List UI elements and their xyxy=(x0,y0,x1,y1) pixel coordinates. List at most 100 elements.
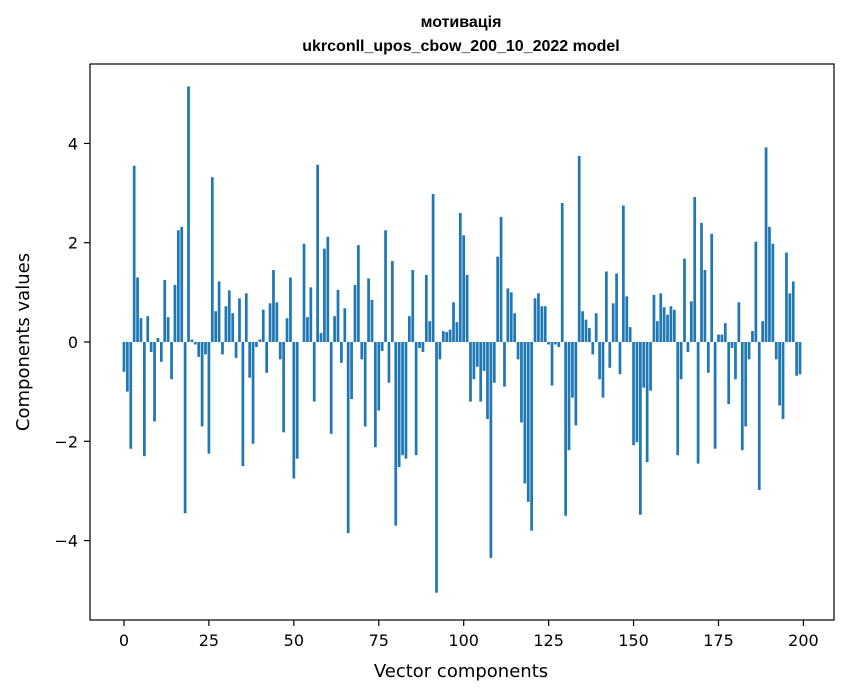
bar xyxy=(350,342,353,400)
bar xyxy=(268,303,272,342)
y-tick-label: 2 xyxy=(68,234,78,253)
bar xyxy=(730,342,734,348)
bar xyxy=(757,342,761,490)
bar xyxy=(747,342,751,360)
bar xyxy=(686,342,690,352)
y-axis-ticks: −4 −2 0 2 4 xyxy=(54,134,90,551)
bar xyxy=(496,256,500,342)
bar xyxy=(591,342,595,355)
bar xyxy=(272,270,275,342)
bar xyxy=(683,258,686,342)
bar xyxy=(340,342,343,363)
x-tick-label: 0 xyxy=(119,631,129,650)
bar xyxy=(676,342,680,456)
bar xyxy=(706,342,710,373)
bar xyxy=(214,311,218,342)
bar xyxy=(720,334,724,342)
bar xyxy=(170,342,173,380)
bar xyxy=(632,342,635,446)
bar xyxy=(343,308,347,342)
bar xyxy=(509,292,513,342)
bar xyxy=(533,298,537,342)
bar xyxy=(255,342,258,347)
bar xyxy=(489,342,493,558)
x-tick-label: 175 xyxy=(703,631,734,650)
bar xyxy=(537,293,540,342)
bar xyxy=(713,342,717,449)
bar xyxy=(418,342,421,348)
bar xyxy=(618,342,622,375)
bar xyxy=(139,318,143,342)
bar xyxy=(231,313,235,342)
bar xyxy=(645,342,649,463)
bar xyxy=(479,342,483,402)
bar xyxy=(740,342,744,451)
bar xyxy=(672,309,676,342)
bar xyxy=(727,342,731,405)
bar xyxy=(611,303,615,342)
bar xyxy=(431,194,435,342)
x-tick-label: 75 xyxy=(369,631,389,650)
bar xyxy=(655,321,659,342)
bar xyxy=(574,342,578,426)
bar xyxy=(370,299,374,342)
bar xyxy=(605,271,608,342)
bar xyxy=(679,342,683,380)
bar xyxy=(540,306,544,342)
bar xyxy=(798,342,802,375)
bar xyxy=(598,342,601,380)
bar xyxy=(482,342,486,371)
bar xyxy=(316,164,319,342)
x-tick-label: 50 xyxy=(284,631,304,650)
bar xyxy=(217,281,221,342)
bar xyxy=(530,342,533,531)
bar xyxy=(227,290,231,342)
bar xyxy=(445,332,449,342)
bar xyxy=(751,331,754,342)
bar xyxy=(129,342,133,449)
bar xyxy=(754,241,758,342)
bar xyxy=(622,205,625,342)
bar xyxy=(156,338,160,342)
bar xyxy=(458,212,462,342)
bar xyxy=(363,342,367,427)
bar xyxy=(312,342,316,402)
y-tick-label: 0 xyxy=(68,333,78,352)
bar xyxy=(353,284,357,342)
bar xyxy=(333,316,336,342)
x-tick-label: 125 xyxy=(533,631,564,650)
bar xyxy=(306,317,309,342)
x-axis-ticks: 0 25 50 75 100 125 150 175 200 xyxy=(119,620,819,650)
bar xyxy=(768,226,771,342)
bar xyxy=(285,318,289,342)
y-tick-label: −4 xyxy=(54,532,78,551)
bar xyxy=(278,342,282,360)
bar xyxy=(475,342,479,367)
bar xyxy=(234,342,238,358)
bar xyxy=(180,226,184,342)
bar xyxy=(323,248,326,342)
bar xyxy=(764,147,768,342)
bar xyxy=(642,342,646,388)
bar xyxy=(258,339,262,342)
bar xyxy=(224,306,228,342)
bar xyxy=(435,342,438,593)
bar xyxy=(693,197,697,342)
bar xyxy=(649,342,652,391)
bar xyxy=(275,302,279,342)
bar xyxy=(397,342,401,468)
bars-group xyxy=(122,86,802,593)
bar xyxy=(207,342,211,454)
bar xyxy=(560,203,564,342)
chart-subtitle: ukrconll_upos_cbow_200_10_2022 model xyxy=(302,38,619,55)
bar xyxy=(625,296,629,342)
bar xyxy=(159,342,163,362)
bar xyxy=(567,342,571,451)
bar xyxy=(581,311,584,342)
bar xyxy=(703,270,707,342)
bar xyxy=(717,334,720,342)
x-tick-label: 25 xyxy=(199,631,219,650)
bar xyxy=(577,155,581,342)
bar xyxy=(428,321,432,342)
bar xyxy=(516,342,520,360)
